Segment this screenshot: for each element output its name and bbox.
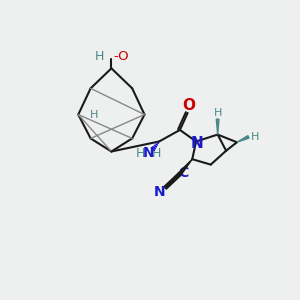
Text: H: H	[136, 146, 145, 160]
Text: N: N	[142, 146, 154, 160]
Text: N: N	[153, 185, 165, 199]
Text: H: H	[89, 110, 98, 120]
Text: -O: -O	[114, 50, 129, 62]
Polygon shape	[216, 119, 219, 135]
Text: C: C	[179, 166, 189, 180]
Polygon shape	[237, 136, 249, 142]
Polygon shape	[178, 159, 192, 176]
Text: H: H	[152, 146, 161, 160]
Text: H: H	[214, 108, 222, 118]
Text: O: O	[183, 98, 196, 113]
Text: H: H	[95, 50, 104, 62]
Text: N: N	[190, 136, 203, 151]
Text: H: H	[250, 132, 259, 142]
